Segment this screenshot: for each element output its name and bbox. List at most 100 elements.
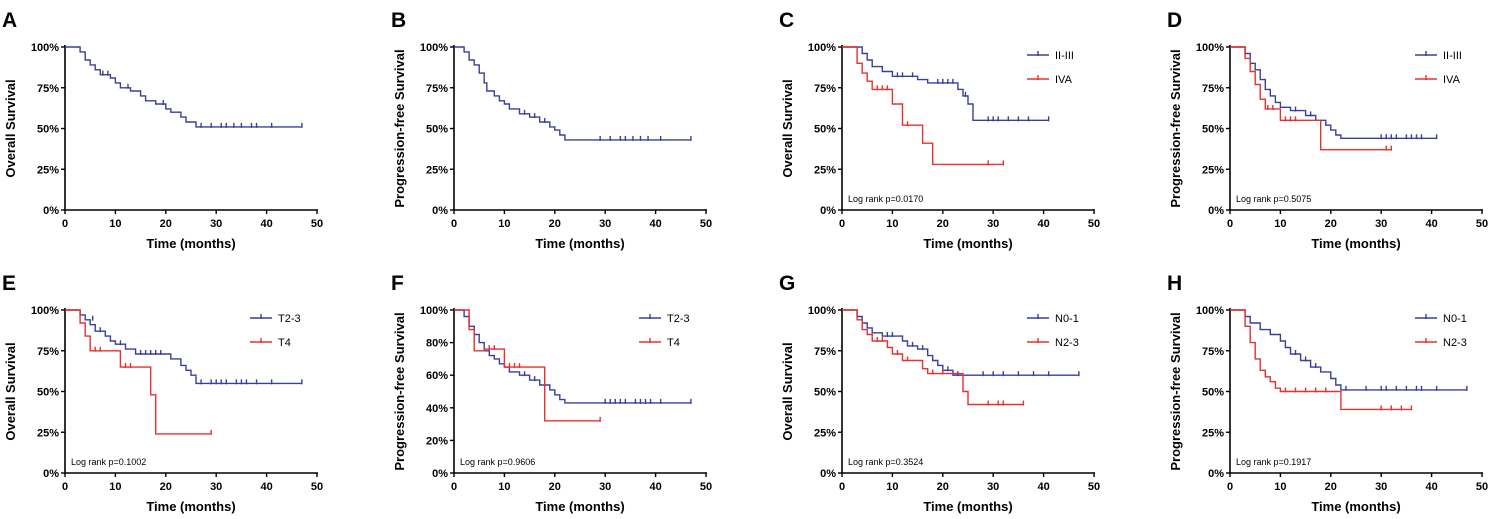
panel-d-x-tick-label: 20 (1325, 218, 1337, 230)
panel-d-y-tick-label: 0% (1208, 205, 1224, 217)
panel-e-x-tick-label: 30 (210, 481, 222, 493)
panel-h-series-n2-3-curve (1230, 309, 1412, 411)
panel-h-letter: H (1167, 272, 1182, 295)
panel-f-y-tick-label: 80% (426, 338, 448, 350)
panel-e-y-tick-label: 0% (43, 468, 59, 480)
panel-c-x-tick-label: 50 (1088, 218, 1100, 230)
panel-b-y-tick-label: 25% (426, 164, 448, 176)
panel-a-x-axis-label: Time (months) (146, 236, 235, 251)
panel-h-x-tick-label: 40 (1425, 481, 1437, 493)
panel-h-y-tick-label: 100% (1196, 305, 1224, 317)
panel-f-y-tick-label: 100% (420, 305, 448, 317)
panel-b-letter: B (391, 9, 406, 32)
panel-a-letter: A (2, 9, 17, 32)
panel-c-y-tick-label: 25% (814, 164, 836, 176)
panel-f-legend-label: T4 (667, 337, 680, 349)
panel-h-legend-label: N0-1 (1443, 313, 1467, 325)
panel-c-x-tick-label: 40 (1037, 218, 1049, 230)
panel-e-log-rank-annotation: Log rank p=0.1002 (71, 457, 146, 467)
panel-h-y-tick-label: 75% (1202, 346, 1224, 358)
panel-c-legend-label: II-III (1055, 50, 1074, 62)
panel-a-y-tick-label: 25% (37, 164, 59, 176)
panel-h-legend-label: N2-3 (1443, 337, 1467, 349)
panel-f-y-tick-label: 40% (426, 403, 448, 415)
panel-b-x-axis-label: Time (months) (535, 236, 624, 251)
panel-c-x-tick-label: 0 (839, 218, 845, 230)
panel-d-y-tick-label: 25% (1202, 164, 1224, 176)
panel-d-x-tick-label: 10 (1274, 218, 1286, 230)
panel-a-y-tick-label: 75% (37, 83, 59, 95)
panel-f-series-t4-curve (454, 309, 601, 422)
panel-b-series-all-curve (454, 46, 691, 141)
panel-e-legend-label: T2-3 (278, 313, 301, 325)
panel-c-y-tick-label: 50% (814, 124, 836, 136)
panel-f-x-axis-label: Time (months) (535, 499, 624, 514)
panel-h-x-tick-label: 30 (1375, 481, 1387, 493)
panel-e-legend-label: T4 (278, 337, 291, 349)
panel-e-y-axis-label: Overall Survival (3, 342, 18, 440)
panel-c-series-iva-curve (842, 46, 1004, 166)
panel-b-x-tick-label: 10 (498, 218, 510, 230)
panel-g-x-tick-label: 0 (839, 481, 845, 493)
panel-e-x-axis-label: Time (months) (146, 499, 235, 514)
panel-d-log-rank-annotation: Log rank p=0.5075 (1236, 194, 1311, 204)
panel-g-x-tick-label: 30 (987, 481, 999, 493)
panel-f-y-tick-label: 60% (426, 370, 448, 382)
panel-h-y-tick-label: 50% (1202, 387, 1224, 399)
panel-b-y-tick-label: 50% (426, 124, 448, 136)
panel-e-letter: E (2, 272, 16, 295)
panel-h-y-tick-label: 0% (1208, 468, 1224, 480)
panel-f: F 0 10 20 30 40 50 0% 20% 40% 60% 80% 100% Time (mont… (391, 272, 712, 514)
panel-a-y-tick-label: 100% (31, 42, 59, 54)
panel-a-x-tick-label: 20 (160, 218, 172, 230)
panel-c-legend-label: IVA (1055, 74, 1073, 86)
panel-a-y-axis-label: Overall Survival (3, 79, 18, 177)
panel-h-x-tick-label: 50 (1476, 481, 1488, 493)
panel-g-letter: G (779, 272, 795, 295)
panel-d-y-tick-label: 50% (1202, 124, 1224, 136)
panel-e-x-tick-label: 40 (260, 481, 272, 493)
panel-c-y-axis-label: Overall Survival (780, 79, 795, 177)
panel-f-x-tick-label: 10 (498, 481, 510, 493)
panel-d-x-tick-label: 30 (1375, 218, 1387, 230)
panel-d-y-axis-label: Progression-free Survival (1168, 49, 1183, 207)
panel-a-x-tick-label: 50 (311, 218, 323, 230)
panel-a: A 0 10 20 30 40 50 0% 25% 50% 75% 100% Time (months)… (2, 9, 323, 251)
panel-b-x-tick-label: 30 (599, 218, 611, 230)
panel-c-x-tick-label: 30 (987, 218, 999, 230)
panel-g-x-tick-label: 40 (1037, 481, 1049, 493)
panel-d-x-tick-label: 40 (1425, 218, 1437, 230)
panel-g-x-tick-label: 10 (886, 481, 898, 493)
panel-c-y-tick-label: 75% (814, 83, 836, 95)
panel-g-y-tick-label: 100% (808, 305, 836, 317)
panel-e-y-tick-label: 75% (37, 346, 59, 358)
panel-a-x-tick-label: 40 (260, 218, 272, 230)
panel-g-y-tick-label: 50% (814, 387, 836, 399)
panel-f-y-tick-label: 0% (432, 468, 448, 480)
panel-c-log-rank-annotation: Log rank p=0.0170 (848, 194, 923, 204)
panel-h-series-n0-1-curve (1230, 309, 1467, 391)
panel-c-letter: C (779, 9, 794, 32)
panel-b-x-tick-label: 50 (700, 218, 712, 230)
panel-c-x-axis-label: Time (months) (923, 236, 1012, 251)
panel-b-x-tick-label: 40 (649, 218, 661, 230)
panel-d-legend-label: II-III (1443, 50, 1462, 62)
panel-e-y-tick-label: 25% (37, 427, 59, 439)
panel-d-y-tick-label: 100% (1196, 42, 1224, 54)
panel-d-series-iva-curve (1230, 46, 1392, 151)
panel-h-x-tick-label: 10 (1274, 481, 1286, 493)
panel-d-series-ii-iii-curve (1230, 46, 1437, 139)
panel-a-series-all-curve (65, 46, 302, 128)
panel-b: B 0 10 20 30 40 50 0% 25% 50% 75% 100% Time (months)… (391, 9, 712, 251)
panel-e-x-tick-label: 20 (160, 481, 172, 493)
panel-g-legend-label: N0-1 (1055, 313, 1079, 325)
panel-h-x-axis-label: Time (months) (1311, 499, 1400, 514)
panel-g-y-tick-label: 75% (814, 346, 836, 358)
panel-d-x-axis-label: Time (months) (1311, 236, 1400, 251)
panel-d-y-tick-label: 75% (1202, 83, 1224, 95)
panel-a-x-tick-label: 0 (62, 218, 68, 230)
panel-h-y-axis-label: Progression-free Survival (1168, 312, 1183, 470)
panel-g-x-axis-label: Time (months) (923, 499, 1012, 514)
panel-f-log-rank-annotation: Log rank p=0.9606 (460, 457, 535, 467)
